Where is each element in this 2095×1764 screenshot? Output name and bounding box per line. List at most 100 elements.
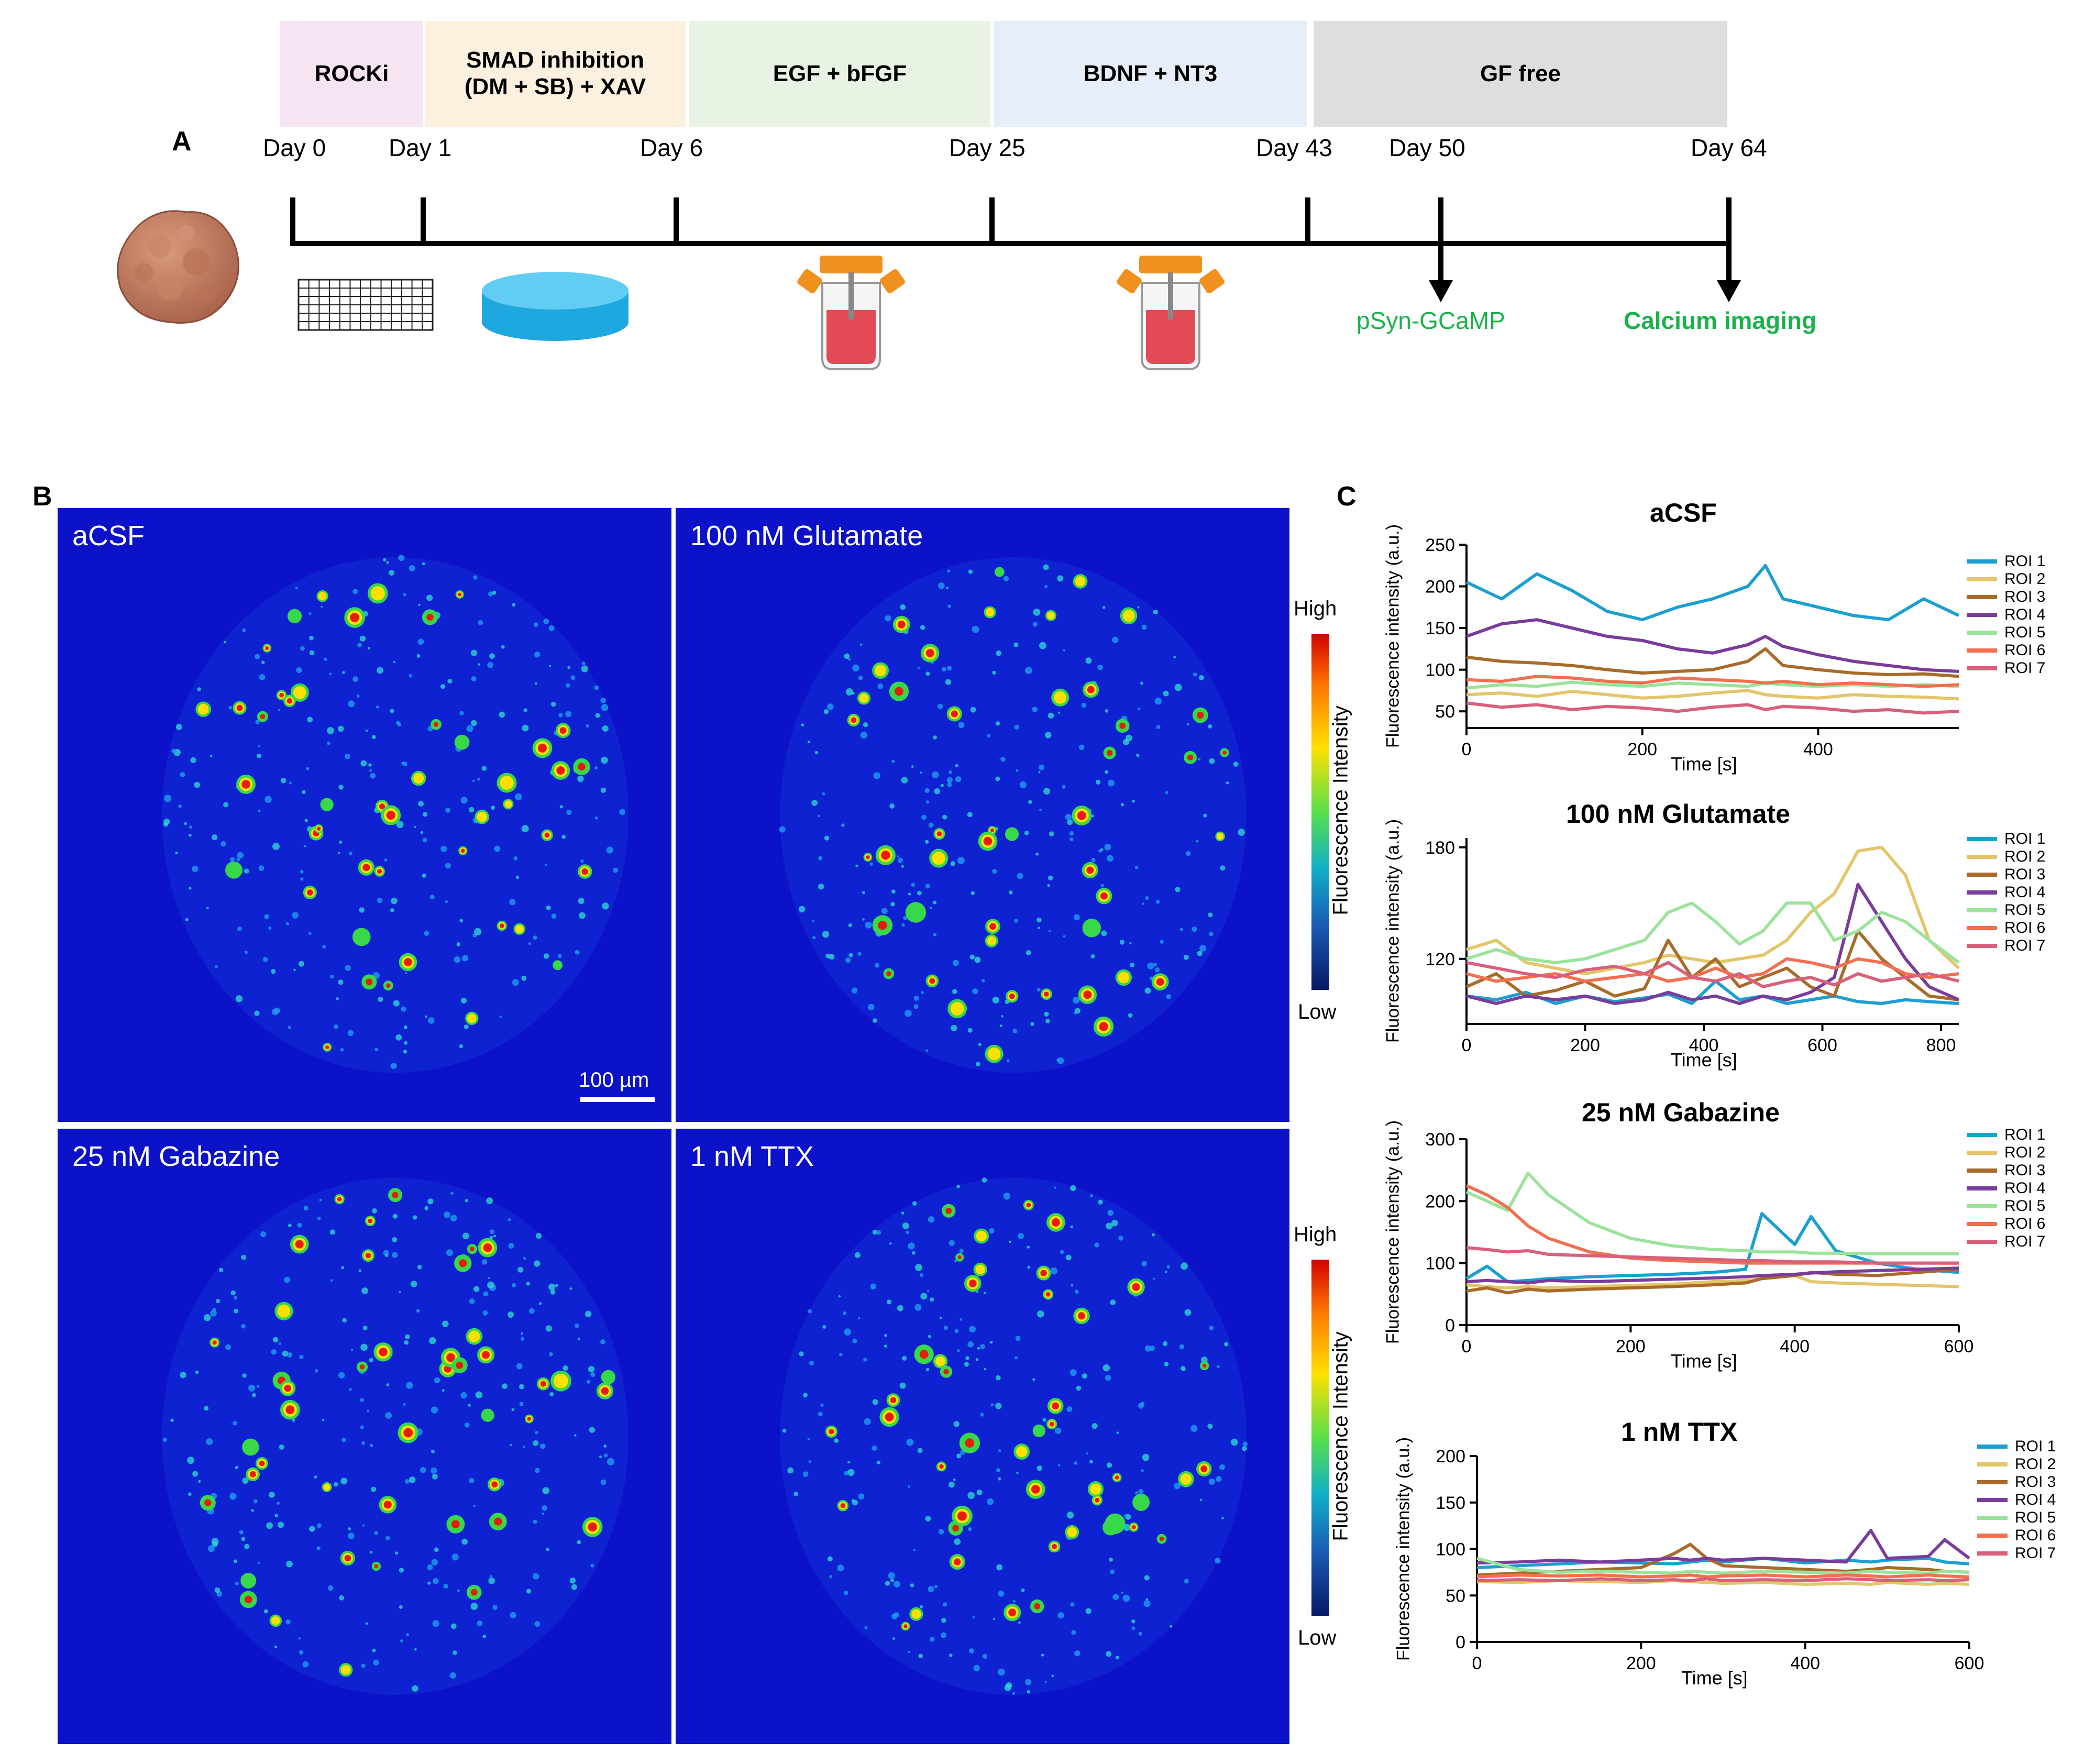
timeline-tick <box>421 197 426 246</box>
legend-swatch <box>1967 1168 1997 1173</box>
chart-plot: 50 100 150 200 250 0 200 400 <box>1425 535 1960 759</box>
legend-label: ROI 3 <box>2004 1162 2046 1179</box>
legend-item: ROI 2 <box>1977 1456 2056 1473</box>
x-tick-label: 200 <box>1570 1035 1600 1055</box>
x-axis-title: Time [s] <box>1681 1667 1748 1689</box>
y-tick-label: 300 <box>1425 1130 1455 1150</box>
day-label: Day 6 <box>640 134 703 161</box>
legend-item: ROI 7 <box>1967 937 2045 955</box>
y-axis-title: Fluorescence intensity (a.u.) <box>1383 524 1403 748</box>
colorbar-low: Low <box>1298 1000 1337 1023</box>
legend-item: ROI 1 <box>1967 1126 2045 1144</box>
legend-label: ROI 7 <box>2004 1233 2046 1250</box>
y-axis-title: Fluorescence intensity (a.u.) <box>1393 1437 1414 1661</box>
series-line-roi-4 <box>1466 1266 1959 1285</box>
legend-swatch <box>1967 1240 1997 1244</box>
legend-swatch <box>1967 595 1997 599</box>
legend-item: ROI 5 <box>1967 901 2045 919</box>
legend-label: ROI 7 <box>2004 937 2046 954</box>
x-tick-label: 0 <box>1462 1337 1472 1357</box>
timeline-tick <box>1726 197 1732 286</box>
legend-label: ROI 1 <box>2015 1438 2056 1455</box>
fluorescence-image <box>162 1178 629 1695</box>
stage-label: BDNF + NT3 <box>1083 60 1218 86</box>
legend-swatch <box>1967 1151 1997 1155</box>
fluorescence-image <box>779 557 1247 1073</box>
legend-label: ROI 2 <box>2004 1144 2046 1161</box>
legend-label: ROI 4 <box>2004 884 2046 901</box>
y-tick-label: 50 <box>1446 1586 1465 1606</box>
chart-title: 100 nM Glutamate <box>1566 799 1790 829</box>
y-tick-label: 200 <box>1425 1192 1455 1211</box>
x-axis-title: Time [s] <box>1671 1049 1737 1071</box>
micro-image-glutamate: 100 nM Glutamate <box>676 508 1289 1122</box>
legend-label: ROI 1 <box>2004 830 2046 847</box>
legend-label: ROI 2 <box>2004 848 2046 865</box>
colorbar-bottom: High Low Fluorescence Intensity <box>1294 1223 1367 1652</box>
legend-label: ROI 2 <box>2004 570 2046 588</box>
stage-smad: SMAD inhibition (DM + SB) + XAV <box>425 21 686 127</box>
stage-rocki: ROCKi <box>280 21 423 127</box>
legend-swatch <box>1967 837 1997 841</box>
chart-title: 25 nM Gabazine <box>1582 1098 1780 1127</box>
legend-item: ROI 6 <box>1967 642 2045 659</box>
colorbar-top: High Low Fluorescence Intensity <box>1294 597 1367 1027</box>
legend-label: ROI 5 <box>2004 1197 2046 1215</box>
stage-egf-bfgf: EGF + bFGF <box>689 21 990 127</box>
series-line-roi-2 <box>1466 845 1960 976</box>
timeline-tick <box>674 197 679 246</box>
series-line-roi-1 <box>1466 979 1959 1005</box>
culture-dish-icon <box>482 272 629 341</box>
legend-swatch <box>1967 908 1997 912</box>
fluorescence-image <box>162 555 629 1073</box>
series-line-roi-2 <box>1476 1579 1970 1586</box>
legend-swatch <box>1967 1204 1997 1208</box>
series-line-roi-7 <box>1476 1577 1970 1582</box>
legend-label: ROI 4 <box>2004 606 2046 623</box>
event-gcamp: pSyn-GCaMP <box>1357 307 1505 334</box>
colorbar-title: Fluorescence Intensity <box>1329 1331 1352 1541</box>
legend-label: ROI 7 <box>2004 659 2046 677</box>
stage-bdnf-nt3: BDNF + NT3 <box>994 21 1307 127</box>
timeline-tick <box>1305 197 1310 246</box>
series-line-roi-7 <box>1466 961 1959 988</box>
scale-bar <box>580 1097 655 1102</box>
legend-swatch <box>1967 613 1997 617</box>
legend-swatch <box>1967 1186 1997 1190</box>
micro-label: 25 nM Gabazine <box>72 1141 280 1172</box>
series-line-roi-6 <box>1466 675 1959 688</box>
y-tick-label: 0 <box>1445 1316 1455 1336</box>
x-tick-label: 400 <box>1803 740 1833 759</box>
legend-swatch <box>1967 873 1997 877</box>
colorbar-low: Low <box>1298 1626 1337 1649</box>
legend-item: ROI 1 <box>1977 1438 2056 1456</box>
legend-item: ROI 6 <box>1967 1215 2045 1233</box>
micro-image-ttx: 1 nM TTX <box>676 1129 1289 1744</box>
legend-swatch <box>1977 1462 2008 1467</box>
x-tick-label: 200 <box>1627 740 1657 759</box>
x-tick-label: 800 <box>1926 1035 1956 1055</box>
legend-item: ROI 4 <box>1967 606 2045 624</box>
legend-swatch <box>1977 1551 2008 1556</box>
x-tick-label: 600 <box>1955 1653 1984 1673</box>
micro-image-gabazine: 25 nM Gabazine <box>58 1129 671 1744</box>
y-axis-title: Fluorescence intensity (a.u.) <box>1383 1120 1403 1344</box>
panel-c-label: C <box>1337 481 1357 512</box>
stage-label: SMAD inhibition (DM + SB) + XAV <box>464 47 646 100</box>
panel-a-label: A <box>172 126 192 157</box>
series-line-roi-6 <box>1476 1573 1970 1579</box>
series-line-roi-5 <box>1465 1172 1959 1255</box>
y-tick-label: 120 <box>1425 950 1455 969</box>
colorbar-high: High <box>1294 597 1337 620</box>
stage-label: GF free <box>1480 60 1561 86</box>
legend-swatch <box>1967 648 1997 653</box>
day-label: Day 64 <box>1691 134 1767 161</box>
legend-item: ROI 5 <box>1967 1197 2045 1215</box>
colorbar-gradient <box>1311 1260 1329 1616</box>
legend-label: ROI 6 <box>2004 919 2046 936</box>
series-line-roi-7 <box>1466 1246 1959 1265</box>
legend-swatch <box>1977 1534 2008 1538</box>
arrow-down-icon <box>1429 280 1453 302</box>
panel-b-label: B <box>32 481 52 512</box>
x-tick-label: 0 <box>1462 740 1472 759</box>
